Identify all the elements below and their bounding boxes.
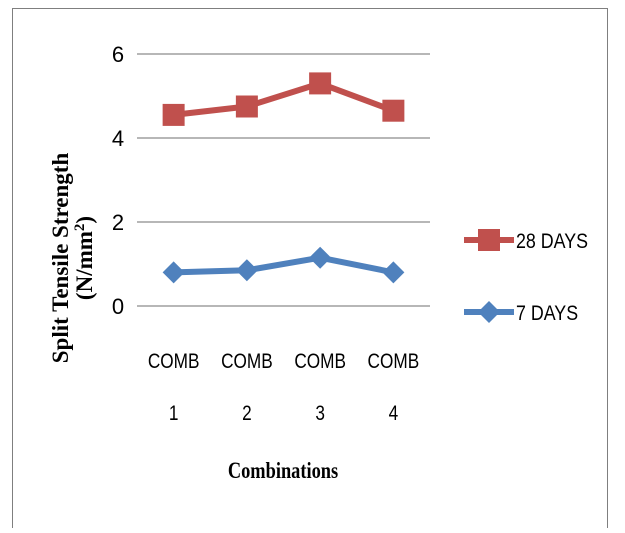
y-axis-label: Split Tensile Strength — [48, 153, 73, 364]
series-line — [170, 80, 397, 118]
data-point-4 — [382, 261, 405, 284]
data-point-3 — [309, 72, 332, 95]
series-layer — [162, 72, 405, 284]
data-point-4 — [382, 99, 405, 122]
x-axis-categories: COMB 1 COMB 2 COMB 3 COMB 4 — [148, 351, 419, 426]
y-axis-ticks: 0 2 4 6 — [112, 42, 124, 319]
data-point-1 — [162, 261, 185, 284]
y-tick-label-0: 0 — [112, 294, 124, 319]
legend-label: 28 DAYS — [516, 230, 588, 254]
data-point-1 — [162, 103, 185, 126]
legend-item-28-days: 28 DAYS — [464, 229, 588, 253]
x-axis-label: Combinations — [228, 457, 338, 484]
x-category-label-2-line1: COMB — [221, 351, 273, 374]
series-28-days — [162, 72, 405, 126]
x-category-label-1-line1: COMB — [148, 351, 200, 374]
legend-swatch-marker — [478, 229, 500, 251]
grid-lines — [137, 53, 430, 307]
y-tick-label-2: 2 — [112, 210, 124, 235]
legend-swatch-marker — [478, 301, 500, 323]
x-category-label-4-line1: COMB — [368, 351, 420, 374]
y-units-suffix: ) — [72, 216, 97, 224]
data-point-3 — [309, 246, 332, 269]
chart-frame — [12, 8, 608, 528]
x-category-label-3-line2: 3 — [315, 403, 325, 426]
series-line — [170, 254, 397, 276]
data-point-2 — [235, 259, 258, 282]
x-category-label-4-line2: 4 — [389, 403, 399, 426]
legend: 28 DAYS 7 DAYS — [464, 229, 588, 325]
y-units-superscript: 2 — [72, 224, 88, 232]
x-category-label-3-line1: COMB — [294, 351, 346, 374]
y-units-prefix: (N/mm — [72, 231, 97, 300]
x-category-label-1-line2: 1 — [169, 403, 179, 426]
x-category-label-2-line2: 2 — [242, 403, 252, 426]
data-point-2 — [235, 95, 258, 118]
series-7-days — [162, 246, 405, 284]
y-tick-label-6: 6 — [112, 42, 124, 67]
y-tick-label-4: 4 — [112, 126, 124, 151]
legend-label: 7 DAYS — [516, 302, 578, 326]
legend-item-7-days: 7 DAYS — [464, 301, 578, 325]
y-axis-units: (N/mm2) — [72, 216, 97, 300]
